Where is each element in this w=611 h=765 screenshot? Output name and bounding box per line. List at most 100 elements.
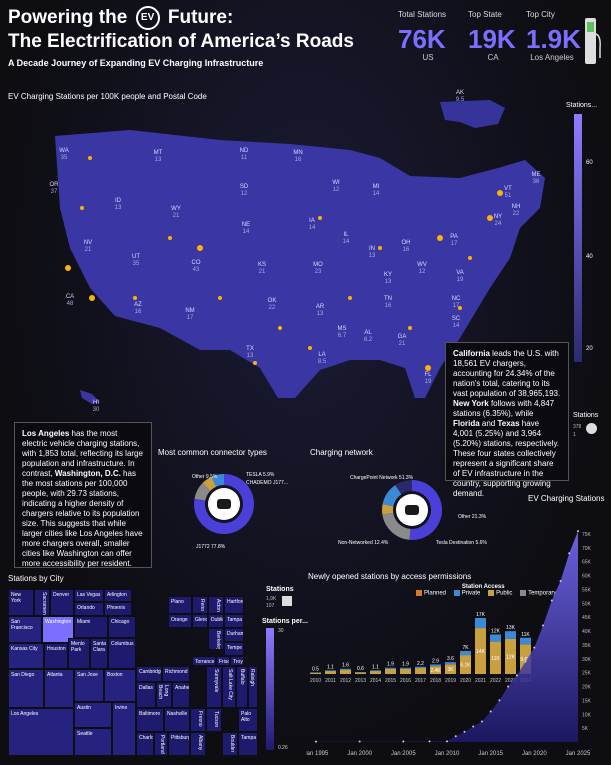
- kpi-sub: CA: [487, 53, 499, 62]
- y-tick: 65K: [582, 560, 592, 566]
- treemap-cell: Hartford: [224, 596, 244, 614]
- bar-public: [445, 664, 456, 674]
- treemap-cell: Boston: [104, 669, 136, 702]
- kpi-value: 19K: [468, 24, 516, 54]
- treemap-cell: Troy: [230, 656, 244, 666]
- bar-public-label: 2.4K: [430, 668, 441, 674]
- bar-private: [370, 670, 381, 672]
- access-bar-chart: 0.5 2010 1.1 2011 1.6 2012 0.6 2013 1.1 2014 1.9 20…: [310, 612, 531, 684]
- bar-public: [505, 638, 516, 674]
- treemap-cell: Fresno: [190, 708, 206, 732]
- y-tick: 35K: [582, 643, 592, 649]
- connector-label: J1772 77.8%: [196, 544, 226, 550]
- charging-station-icon: [585, 18, 601, 64]
- state-label-wa: WA 35: [56, 148, 72, 162]
- state-code: UT: [132, 254, 140, 260]
- state-code: IN: [369, 246, 375, 252]
- connector-label: Other 9.5%: [192, 474, 218, 480]
- donut-slice: [382, 504, 394, 515]
- bar-public-label: 11K: [491, 656, 500, 662]
- year-tick: 2020: [460, 678, 471, 684]
- state-code: ID: [115, 198, 121, 204]
- bar-total-label: 1.9: [387, 662, 394, 668]
- state-label-ms: MS 6.7: [334, 326, 350, 340]
- state-label-mo: MO 23: [310, 262, 326, 276]
- data-point: [489, 710, 492, 713]
- callout-highlight: Texas: [497, 419, 520, 428]
- donut-slice: [409, 480, 442, 540]
- y-tick: 30K: [582, 657, 592, 663]
- map-title: EV Charging Stations per 100K people and…: [8, 92, 207, 101]
- treemap-cell: Houston: [44, 643, 68, 669]
- treemap-color-legend-title: Stations per...: [262, 618, 308, 625]
- state-code: OK: [267, 298, 277, 304]
- data-point: [559, 580, 562, 583]
- state-value: 30: [92, 407, 100, 413]
- callout-text: follows with 4,847 stations (6.35%), whi…: [453, 399, 555, 418]
- state-label-sc: SC 14: [448, 316, 464, 330]
- bar-public-label: 6.1K: [460, 663, 471, 669]
- access-legend-title: Station Access: [461, 584, 505, 590]
- year-tick: 2016: [400, 678, 411, 684]
- treemap-cell: Las Vegas: [74, 589, 104, 602]
- year-tick: 2017: [415, 678, 426, 684]
- map-legend-tick: 20: [586, 346, 593, 352]
- state-label-hi: HI 30: [88, 400, 104, 414]
- state-code: KS: [257, 262, 266, 268]
- state-code: NV: [83, 240, 93, 246]
- legend-private: Private: [461, 590, 481, 597]
- year-tick: 2011: [325, 678, 336, 684]
- bar-total-label: 1.1: [372, 664, 379, 670]
- state-code: WV: [417, 262, 427, 268]
- bar-private: [445, 662, 456, 665]
- state-code: SC: [451, 316, 461, 322]
- state-label-mi: MI 14: [368, 184, 384, 198]
- bar-total-label: 0.6: [357, 666, 364, 672]
- year-tick: 2019: [445, 678, 456, 684]
- x-tick: Jan 2005: [391, 751, 416, 757]
- state-label-sd: SD 12: [236, 184, 252, 198]
- state-code: OH: [401, 240, 411, 246]
- access-legend: Station Access Planned Private Public Te…: [410, 584, 556, 597]
- bar-total-label: 17K: [476, 612, 486, 618]
- callout-highlight: Washington, D.C.: [54, 469, 121, 478]
- state-value: 17: [452, 303, 460, 309]
- treemap-size-legend-min: 107: [266, 603, 275, 609]
- map-legend-tick: 60: [586, 160, 593, 166]
- state-label-ca: CA 48: [62, 294, 78, 308]
- state-value: 16: [384, 303, 392, 309]
- bar-private: [400, 667, 411, 669]
- data-point: [577, 530, 579, 533]
- state-code: AK: [455, 90, 464, 96]
- y-tick: 70K: [582, 546, 592, 552]
- treemap-cell: Denver: [50, 589, 74, 616]
- year-tick: 2010: [310, 678, 321, 684]
- state-value: 21: [172, 213, 180, 219]
- state-code: NE: [241, 222, 251, 228]
- state-label-nd: ND 11: [236, 148, 252, 162]
- treemap-cell: Reno: [192, 596, 208, 614]
- treemap-cell: Chicago: [108, 616, 136, 638]
- kpi-sub: US: [422, 53, 434, 62]
- treemap-cell: San Diego: [8, 669, 44, 708]
- hawaii-shape: [80, 390, 100, 404]
- bar-private: [385, 667, 396, 669]
- callout-text: and: [479, 419, 498, 428]
- size-legend-max: 378: [573, 424, 582, 430]
- y-tick: 15K: [582, 698, 592, 704]
- bar-private: [520, 637, 531, 645]
- state-code: MO: [313, 262, 323, 268]
- treemap-cell: Irvine: [112, 702, 136, 756]
- kpi-top-state: Top State 19K CA: [468, 10, 518, 62]
- treemap-cell: Frisco: [216, 656, 230, 666]
- alaska-shape: [440, 100, 505, 128]
- access-chart-title: Newly opened stations by access permissi…: [308, 572, 472, 581]
- state-label-la: LA 8.5: [314, 352, 330, 366]
- bar-total-label: 7K: [462, 645, 469, 651]
- state-label-wv: WV 12: [414, 262, 430, 276]
- state-value: 13: [114, 205, 122, 211]
- bar-public-label: 3K: [447, 667, 454, 673]
- state-value: 14: [242, 229, 250, 235]
- bar-private: [490, 634, 501, 642]
- bar-public: [490, 641, 501, 674]
